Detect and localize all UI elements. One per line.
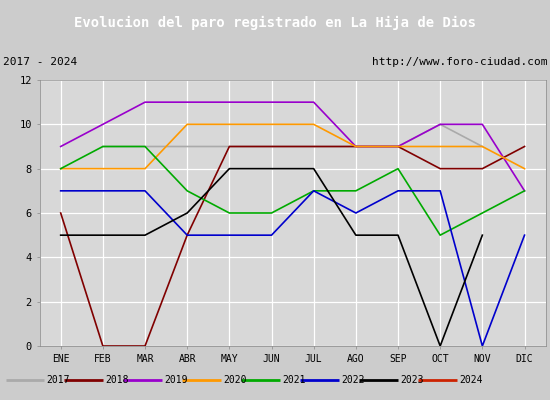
Text: 2017: 2017: [47, 375, 70, 385]
Text: 2018: 2018: [106, 375, 129, 385]
Text: 2017 - 2024: 2017 - 2024: [3, 57, 77, 67]
Text: 2024: 2024: [459, 375, 483, 385]
Text: Evolucion del paro registrado en La Hija de Dios: Evolucion del paro registrado en La Hija…: [74, 16, 476, 30]
Text: 2021: 2021: [283, 375, 306, 385]
Text: 2019: 2019: [164, 375, 188, 385]
Text: 2020: 2020: [223, 375, 247, 385]
Text: http://www.foro-ciudad.com: http://www.foro-ciudad.com: [372, 57, 547, 67]
Text: 2022: 2022: [342, 375, 365, 385]
Text: 2023: 2023: [400, 375, 424, 385]
